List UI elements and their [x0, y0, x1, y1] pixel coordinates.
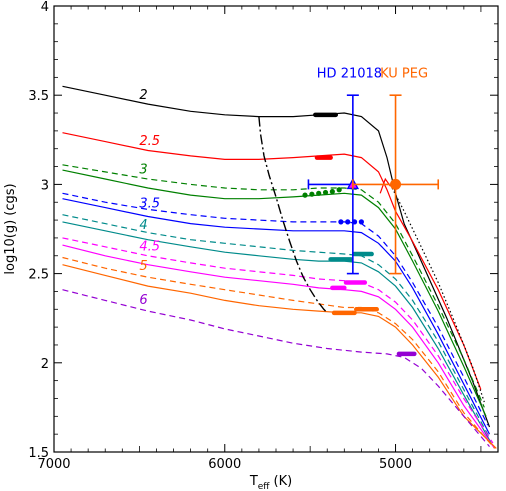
marker-dot-2-4 — [309, 191, 315, 197]
x-tick-label-0: 7000 — [37, 457, 70, 472]
track-line-5 — [62, 198, 491, 435]
star-label-1: KU PEG — [380, 66, 428, 81]
track-line-10 — [62, 256, 496, 449]
track-line-4 — [62, 192, 489, 426]
x-axis-title-subscript: eff — [258, 482, 271, 491]
dotted-line — [391, 187, 485, 403]
track-label-2: 3 — [139, 163, 147, 178]
track-line-6 — [62, 214, 491, 438]
track-label-4: 3.5 — [139, 197, 160, 212]
y-tick-label-3: 3 — [41, 178, 49, 193]
x-axis-title: Teff (K) — [249, 474, 292, 491]
evolution-tracks — [62, 85, 497, 449]
track-line-9 — [62, 244, 496, 449]
track-label-10: 5 — [139, 259, 147, 274]
marker-dot-2-2 — [322, 189, 329, 196]
marker-dot-2-3 — [316, 190, 322, 196]
x-axis-title-unit: (K) — [274, 474, 293, 489]
star-symbol-1 — [390, 178, 402, 190]
plot-frame — [53, 5, 499, 453]
track-line-2 — [62, 164, 485, 408]
track-label-12: 6 — [139, 293, 147, 308]
marker-dot-3-0 — [358, 219, 364, 225]
y-tick-label-0: 1.5 — [28, 446, 49, 461]
y-tick-label-1: 2 — [41, 357, 49, 372]
marker-dot-3-3 — [338, 219, 344, 225]
star-label-0: HD 21018 — [317, 66, 382, 81]
y-tick-label-4: 3.5 — [28, 89, 49, 104]
y-tick-label-5: 4 — [41, 0, 49, 15]
track-label-1: 2.5 — [139, 134, 160, 149]
track-markers — [302, 112, 417, 357]
track-label-0: 2 — [139, 88, 147, 103]
boundary-line — [258, 116, 328, 314]
marker-dot-3-2 — [345, 219, 351, 225]
marker-dot-2-1 — [329, 188, 335, 195]
marker-dot-2-5 — [302, 192, 308, 198]
track-line-8 — [62, 237, 494, 444]
x-axis-title-main: T — [249, 474, 258, 489]
marker-dot-2-0 — [336, 187, 342, 193]
x-tick-label-1: 6000 — [208, 457, 241, 472]
track-label-6: 4 — [139, 218, 147, 233]
x-tick-label-2: 5000 — [379, 457, 412, 472]
track-line-12 — [62, 289, 490, 447]
track-line-1 — [62, 132, 482, 390]
y-tick-label-2: 2.5 — [28, 268, 49, 283]
track-line-11 — [62, 264, 497, 449]
track-label-8: 4.5 — [139, 239, 160, 254]
track-mass-labels: 2 2.5 3 3.5 4 4.5 5 6 — [139, 88, 160, 308]
track-line-3 — [62, 169, 487, 417]
y-axis-title: log10(g) (cgs) — [3, 183, 18, 274]
axes: 7000 6000 5000 1.5 2 2.5 3 3.5 4 — [28, 0, 498, 472]
track-line-7 — [62, 221, 492, 444]
